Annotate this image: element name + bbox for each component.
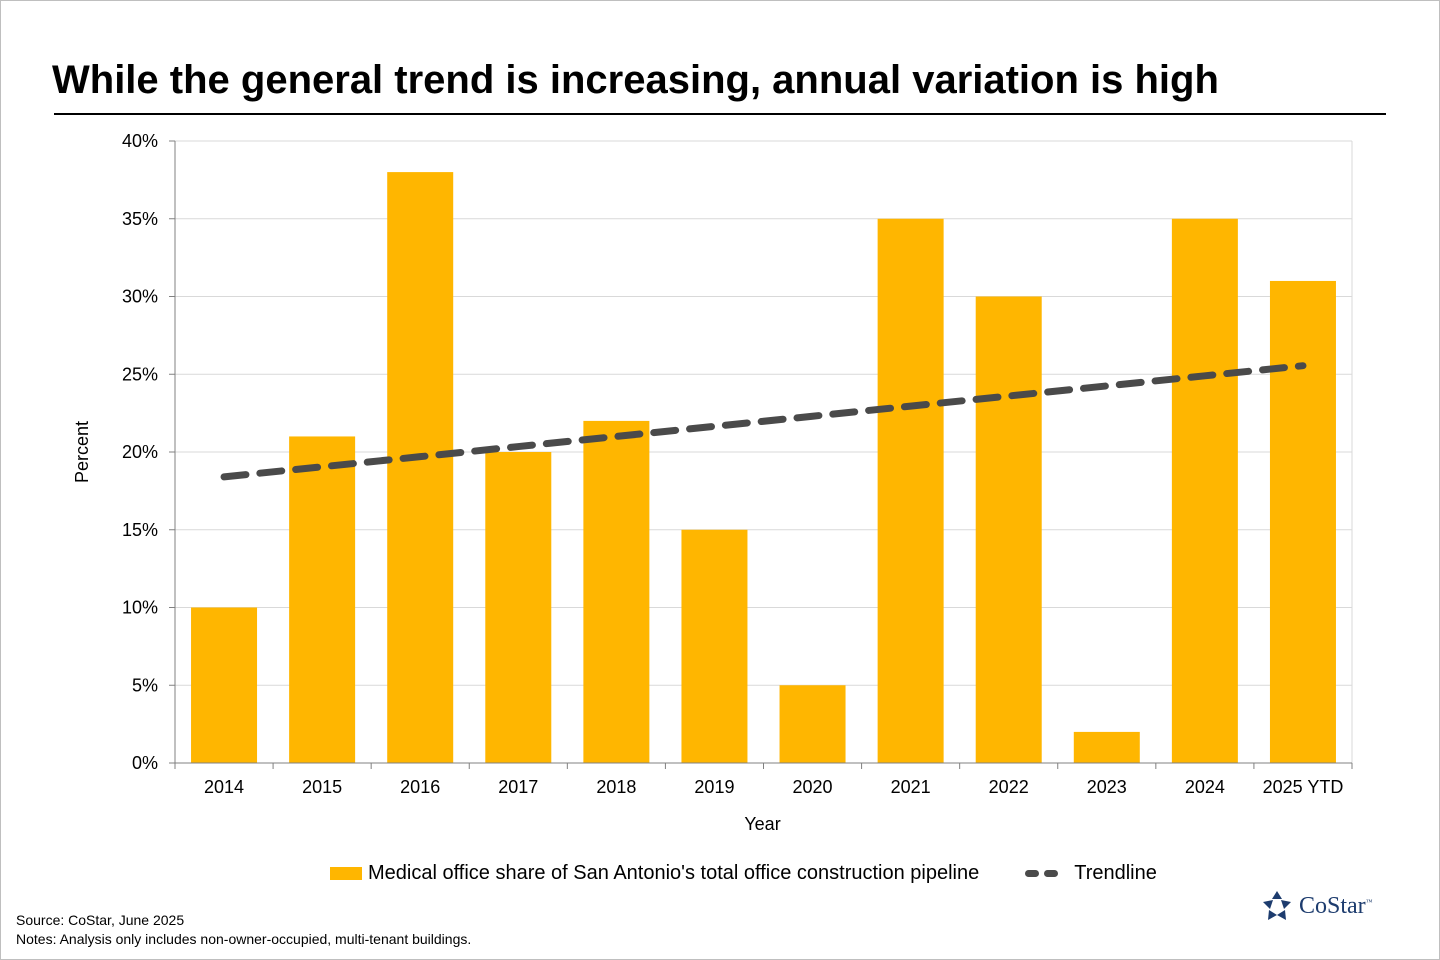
y-tick-label: 30% bbox=[122, 287, 158, 307]
bar bbox=[1073, 731, 1140, 763]
costar-star-icon bbox=[1263, 891, 1291, 920]
bar bbox=[289, 436, 356, 763]
x-tick-label: 2022 bbox=[989, 777, 1029, 797]
bar bbox=[191, 607, 258, 763]
chart-title: While the general trend is increasing, a… bbox=[52, 58, 1219, 102]
bar bbox=[779, 685, 846, 763]
x-axis-title: Year bbox=[744, 814, 780, 834]
title-underline bbox=[54, 113, 1386, 115]
x-tick-label: 2018 bbox=[596, 777, 636, 797]
trendline bbox=[220, 362, 1307, 481]
x-tick-label: 2024 bbox=[1185, 777, 1225, 797]
x-tick-label: 2016 bbox=[400, 777, 440, 797]
y-tick-label: 0% bbox=[132, 753, 158, 773]
legend-trend-label: Trendline bbox=[1074, 862, 1157, 884]
y-tick-label: 10% bbox=[122, 598, 158, 618]
y-tick-label: 25% bbox=[122, 364, 158, 384]
source-note: Source: CoStar, June 2025 bbox=[16, 912, 185, 928]
legend: Medical office share of San Antonio's to… bbox=[330, 862, 1157, 885]
bar bbox=[877, 218, 944, 763]
bar bbox=[975, 296, 1042, 763]
x-tick-label: 2021 bbox=[891, 777, 931, 797]
y-tick-label: 40% bbox=[122, 131, 158, 151]
x-tick-label: 2020 bbox=[793, 777, 833, 797]
x-tick-label: 2025 YTD bbox=[1263, 777, 1344, 797]
costar-logo: CoStar™ bbox=[1261, 890, 1373, 922]
x-tick-label: 2023 bbox=[1087, 777, 1127, 797]
bar bbox=[583, 420, 650, 763]
bar bbox=[387, 172, 454, 764]
x-tick-label: 2019 bbox=[694, 777, 734, 797]
bar bbox=[485, 452, 552, 763]
x-tick-label: 2017 bbox=[498, 777, 538, 797]
y-axis-title: Percent bbox=[72, 421, 92, 483]
legend-trend-swatch bbox=[1025, 870, 1063, 877]
x-tick-label: 2015 bbox=[302, 777, 342, 797]
notes-text: Notes: Analysis only includes non-owner-… bbox=[16, 931, 472, 947]
x-tick-label: 2014 bbox=[204, 777, 244, 797]
y-tick-label: 20% bbox=[122, 442, 158, 462]
y-tick-label: 15% bbox=[122, 520, 158, 540]
bar bbox=[1171, 218, 1238, 763]
bar bbox=[681, 529, 748, 763]
bar bbox=[1269, 280, 1336, 763]
legend-bar-label: Medical office share of San Antonio's to… bbox=[368, 862, 980, 884]
y-tick-label: 5% bbox=[132, 675, 158, 695]
logo-wordmark: CoStar™ bbox=[1299, 892, 1373, 919]
y-tick-label: 35% bbox=[122, 209, 158, 229]
legend-bar-swatch bbox=[330, 867, 362, 880]
